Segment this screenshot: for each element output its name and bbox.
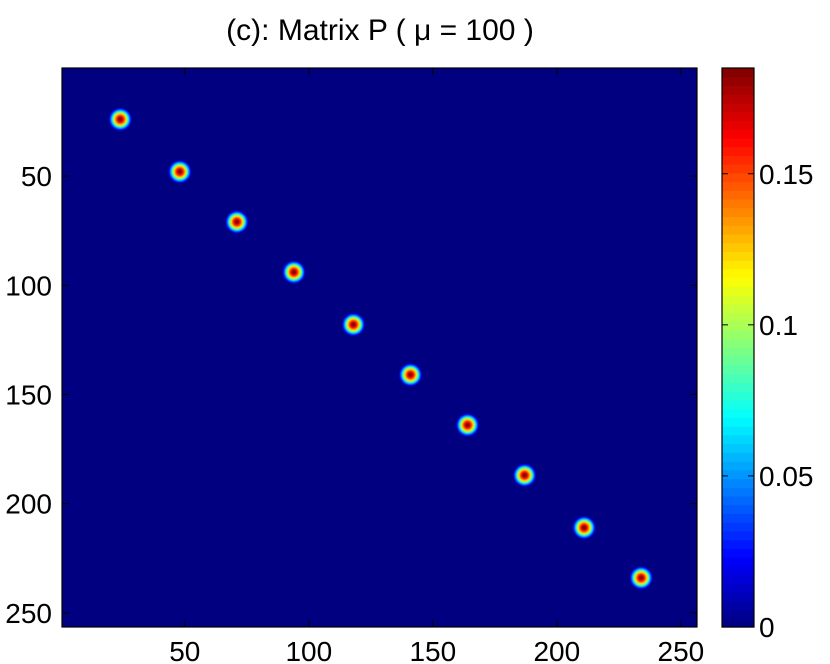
colorbar-segment bbox=[722, 286, 754, 296]
heatmap-peak bbox=[571, 515, 597, 541]
plot-frame bbox=[61, 67, 698, 628]
colorbar-segment bbox=[722, 461, 754, 471]
x-tick-label: 50 bbox=[169, 636, 200, 664]
heatmap-peak bbox=[281, 259, 307, 285]
plot-area bbox=[62, 68, 697, 627]
heatmap-peak bbox=[512, 462, 538, 488]
colorbar-segment bbox=[722, 592, 754, 602]
colorbar-segment bbox=[722, 172, 754, 183]
colorbar-segment bbox=[722, 330, 754, 340]
colorbar-segment bbox=[722, 399, 754, 410]
colorbar-segment bbox=[722, 434, 754, 445]
colorbar-segment bbox=[722, 295, 754, 305]
colorbar-segment bbox=[722, 364, 754, 375]
heatmap-peak bbox=[340, 312, 366, 338]
colorbar-segment bbox=[722, 155, 754, 165]
colorbar-segment bbox=[722, 268, 754, 279]
colorbar-segment bbox=[722, 373, 754, 384]
colorbar-segment bbox=[722, 94, 754, 104]
colorbar-segment bbox=[722, 487, 754, 497]
colorbar-segment bbox=[722, 530, 754, 541]
colorbar-segment bbox=[722, 417, 754, 427]
colorbar-segment bbox=[722, 85, 754, 95]
colorbar-segment bbox=[722, 495, 754, 506]
colorbar-segment bbox=[722, 68, 754, 78]
x-tick-label: 150 bbox=[409, 636, 456, 664]
colorbar-segment bbox=[722, 321, 754, 331]
colorbar-frame bbox=[721, 67, 755, 628]
colorbar: 0 0.05 0.1 0.15 bbox=[721, 67, 814, 643]
y-tick-label: 150 bbox=[5, 379, 52, 410]
heatmap-peak bbox=[167, 159, 193, 185]
colorbar-segment bbox=[722, 443, 754, 453]
colorbar-segment bbox=[722, 242, 754, 253]
colorbar-segment bbox=[722, 513, 754, 523]
colorbar-segment bbox=[722, 600, 754, 611]
colorbar-segment bbox=[722, 216, 754, 226]
colorbar-tick-label: 0.1 bbox=[759, 310, 798, 341]
colorbar-segment bbox=[722, 312, 754, 322]
y-tick-label: 250 bbox=[5, 598, 52, 629]
colorbar-segment bbox=[722, 565, 754, 576]
colorbar-tick-label: 0.05 bbox=[759, 461, 814, 492]
heatmap-background bbox=[62, 68, 697, 627]
axes: 50 100 150 200 250 50 100 150 200 250 bbox=[5, 67, 705, 664]
colorbar-segment bbox=[722, 574, 754, 584]
y-tick-label: 50 bbox=[21, 161, 52, 192]
colorbar-segment bbox=[722, 164, 754, 174]
colorbar-segment bbox=[722, 391, 754, 401]
colorbar-segment bbox=[722, 504, 754, 515]
colorbar-segment bbox=[722, 137, 754, 148]
colorbar-segment bbox=[722, 303, 754, 314]
colorbar-segment bbox=[722, 190, 754, 200]
colorbar-segment bbox=[722, 233, 754, 244]
colorbar-segment bbox=[722, 382, 754, 392]
colorbar-segment bbox=[722, 181, 754, 191]
heatmap-peak bbox=[398, 362, 424, 388]
x-tick-label: 200 bbox=[533, 636, 580, 664]
x-tick-label: 100 bbox=[285, 636, 332, 664]
colorbar-segment bbox=[722, 452, 754, 462]
colorbar-segment bbox=[722, 408, 754, 418]
colorbar-segment bbox=[722, 356, 754, 366]
colorbar-segment bbox=[722, 469, 754, 480]
colorbar-tick-label: 0.15 bbox=[759, 159, 814, 190]
colorbar-segment bbox=[722, 76, 754, 87]
colorbar-segment bbox=[722, 338, 754, 349]
y-tick-label: 200 bbox=[5, 489, 52, 520]
heatmap-peak bbox=[628, 565, 654, 591]
x-tick-label: 250 bbox=[658, 636, 705, 664]
chart-title: (c): Matrix P ( μ = 100 ) bbox=[226, 14, 534, 47]
colorbar-segment bbox=[722, 129, 754, 139]
colorbar-segment bbox=[722, 522, 754, 532]
colorbar-segment bbox=[722, 260, 754, 270]
colorbar-segment bbox=[722, 557, 754, 567]
colorbar-segment bbox=[722, 609, 754, 619]
colorbar-segment bbox=[722, 426, 754, 436]
colorbar-segment bbox=[722, 207, 754, 218]
colorbar-segment bbox=[722, 146, 754, 156]
colorbar-segment bbox=[722, 539, 754, 549]
colorbar-segment bbox=[722, 583, 754, 593]
heatmap-peak bbox=[455, 412, 481, 438]
colorbar-tick-label: 0 bbox=[759, 612, 775, 643]
colorbar-segment bbox=[722, 225, 754, 235]
colorbar-segment bbox=[722, 478, 754, 488]
colorbar-segment bbox=[722, 347, 754, 357]
y-tick-label: 100 bbox=[5, 270, 52, 301]
colorbar-segment bbox=[722, 120, 754, 130]
colorbar-segment bbox=[722, 618, 754, 628]
heatmap-peak bbox=[107, 106, 133, 132]
colorbar-segment bbox=[722, 199, 754, 209]
heatmap-peak bbox=[224, 209, 250, 235]
colorbar-segment bbox=[722, 277, 754, 287]
colorbar-segment bbox=[722, 251, 754, 261]
colorbar-segment bbox=[722, 548, 754, 558]
colorbar-segment bbox=[722, 102, 754, 113]
colorbar-segment bbox=[722, 111, 754, 122]
